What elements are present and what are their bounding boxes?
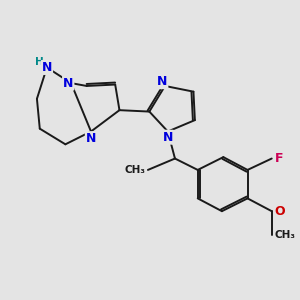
Text: CH₃: CH₃ <box>124 165 145 175</box>
Text: N: N <box>86 132 96 145</box>
Text: H: H <box>35 57 44 67</box>
Text: N: N <box>157 75 167 88</box>
Text: F: F <box>274 152 283 165</box>
Text: O: O <box>274 205 285 218</box>
Text: N: N <box>163 131 173 144</box>
Text: N: N <box>63 76 74 90</box>
Text: CH₃: CH₃ <box>274 230 296 240</box>
Text: N: N <box>42 61 52 74</box>
